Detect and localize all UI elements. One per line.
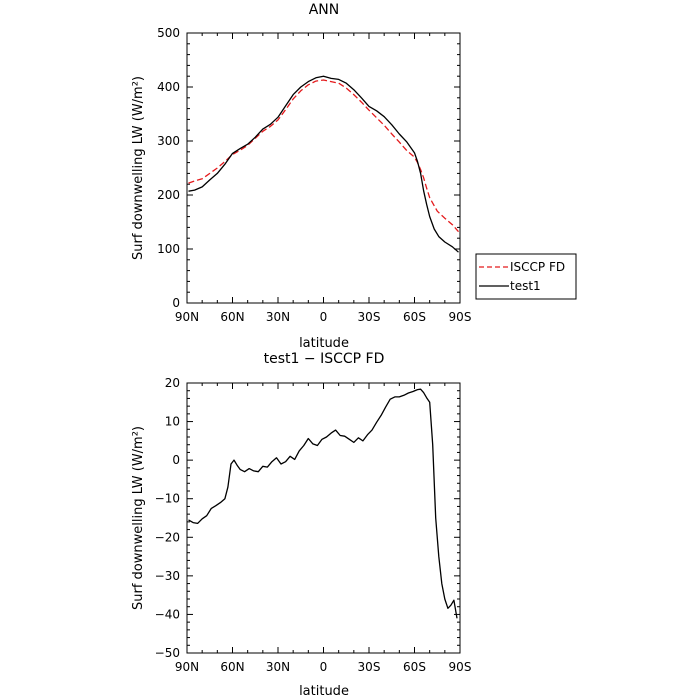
top-y-tick-label: 100 [157,242,180,256]
top-series-line-isccp-fd [188,79,459,233]
top-y-axis-label: Surf downwelling LW (W/m²) [131,76,146,260]
bottom-y-tick-label: −20 [155,530,180,544]
top-y-tick-label: 400 [157,80,180,94]
top-x-tick-label: 0 [320,310,328,324]
bottom-y-tick-label: −50 [155,646,180,660]
top-y-tick-label: 0 [172,296,180,310]
top-y-tick-label: 300 [157,134,180,148]
bottom-y-tick-label: 10 [165,415,180,429]
top-series-line-test1 [188,75,459,253]
bottom-x-tick-label: 90S [449,660,472,674]
bottom-y-tick-label: −10 [155,492,180,506]
top-x-tick-label: 60S [403,310,426,324]
bottom-y-tick-label: 20 [165,376,180,390]
bottom-ticks: 90N 60N 30N 0 30S 60S 90S −50 −40 −30 −20 −10 0 10 20 [155,376,472,674]
bottom-x-tick-label: 60S [403,660,426,674]
legend-label-isccp: ISCCP FD [510,260,565,274]
top-x-tick-label: 90N [175,310,199,324]
top-x-tick-label: 90S [449,310,472,324]
bottom-x-tick-label: 90N [175,660,199,674]
bottom-panel: test1 − ISCCP FD 90N 60N 30N 0 30S 60S 90S −50 −… [131,351,471,699]
legend-label-test1: test1 [510,279,541,293]
top-chart-title: ANN [309,2,340,18]
top-x-tick-label: 60N [220,310,244,324]
bottom-series-group [188,388,458,619]
legend: ISCCP FD test1 [475,253,577,300]
top-ticks: 90N 60N 30N 0 30S 60S 90S 0 100 200 300 400 500 [157,26,471,324]
bottom-x-tick-label: 0 [320,660,328,674]
top-panel: ANN 90N 60N 30N 0 30S 60S 90S0100200300400500 … [131,2,471,351]
bottom-chart-title: test1 − ISCCP FD [264,351,385,367]
top-y-tick-label: 500 [157,26,180,40]
bottom-plot-frame [186,382,461,654]
bottom-y-tick-label: −40 [155,607,180,621]
bottom-x-tick-label: 30S [358,660,381,674]
top-y-tick-label: 200 [157,188,180,202]
top-x-axis-label: latitude [299,336,349,351]
bottom-y-tick-label: 0 [172,453,180,467]
top-x-tick-label: 30N [266,310,290,324]
top-series-group [188,75,459,253]
bottom-series-line-0 [188,388,458,619]
legend-box [475,253,577,300]
bottom-y-axis-label: Surf downwelling LW (W/m²) [131,426,146,610]
bottom-x-tick-label: 30N [266,660,290,674]
bottom-y-tick-label: −30 [155,569,180,583]
top-x-tick-label: 30S [358,310,381,324]
bottom-x-tick-label: 60N [220,660,244,674]
bottom-x-axis-label: latitude [299,684,349,699]
